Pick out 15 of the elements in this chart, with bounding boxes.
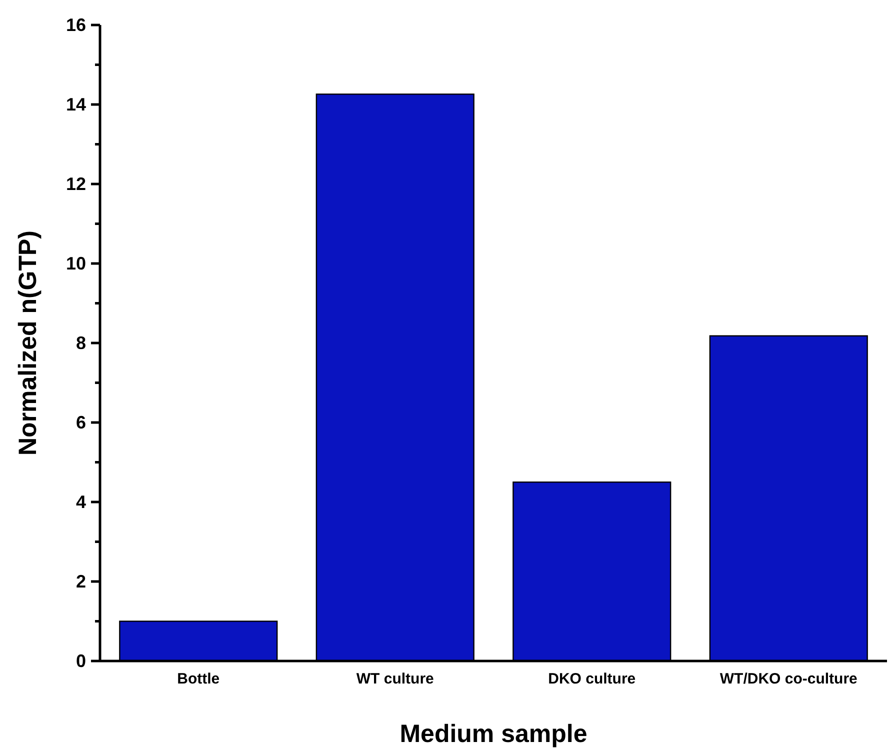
y-tick-label: 6 [76, 412, 86, 432]
y-tick-label: 10 [66, 253, 86, 274]
y-tick-label: 16 [66, 14, 86, 35]
y-tick-label: 0 [76, 650, 86, 671]
y-axis-title: Normalized n(GTP) [14, 230, 42, 456]
y-tick-label: 2 [76, 571, 86, 592]
y-tick-label: 12 [66, 174, 86, 194]
x-tick-label: WT/DKO co-culture [720, 670, 858, 688]
x-axis-title: Medium sample [400, 720, 588, 748]
y-tick-label: 8 [76, 332, 86, 353]
x-tick-label: Bottle [177, 670, 220, 688]
y-tick-label: 14 [66, 94, 86, 114]
x-tick-label: DKO culture [548, 670, 636, 688]
y-tick-label: 4 [76, 492, 86, 512]
x-tick-label: WT culture [356, 670, 434, 688]
